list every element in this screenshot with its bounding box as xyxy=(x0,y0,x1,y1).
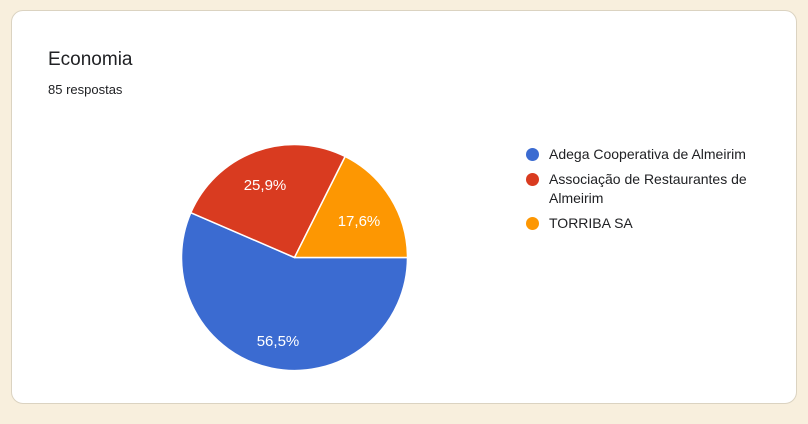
legend-swatch-blue-icon xyxy=(526,148,539,161)
pie-chart: 25,9% 17,6% 56,5% xyxy=(180,143,409,372)
pie-slice-associacao[interactable] xyxy=(190,143,346,259)
legend-swatch-red-icon xyxy=(526,173,539,186)
question-summary-card: Economia 85 respostas 25,9% 17,6% 56,5% … xyxy=(11,10,797,404)
legend-label: Associação de Restaurantes de Almeirim xyxy=(549,171,747,206)
pie-slice-torriba[interactable] xyxy=(293,155,409,259)
slice-percent-label-torriba: 17,6% xyxy=(338,213,381,230)
slice-percent-label-associacao: 25,9% xyxy=(244,177,287,194)
legend-item-torriba: TORRIBA SA xyxy=(526,214,774,233)
legend-item-adega: Adega Cooperativa de Almeirim xyxy=(526,145,774,164)
chart-legend: Adega Cooperativa de Almeirim Associação… xyxy=(526,145,774,233)
slice-percent-label-adega: 56,5% xyxy=(257,333,300,350)
legend-swatch-orange-icon xyxy=(526,217,539,230)
question-title: Economia xyxy=(48,49,133,70)
responses-count: 85 respostas xyxy=(48,82,123,97)
pie-slice-adega[interactable] xyxy=(180,211,409,372)
legend-label: TORRIBA SA xyxy=(549,215,633,231)
legend-item-associacao: Associação de Restaurantes de Almeirim xyxy=(526,170,774,208)
legend-label: Adega Cooperativa de Almeirim xyxy=(549,146,746,162)
